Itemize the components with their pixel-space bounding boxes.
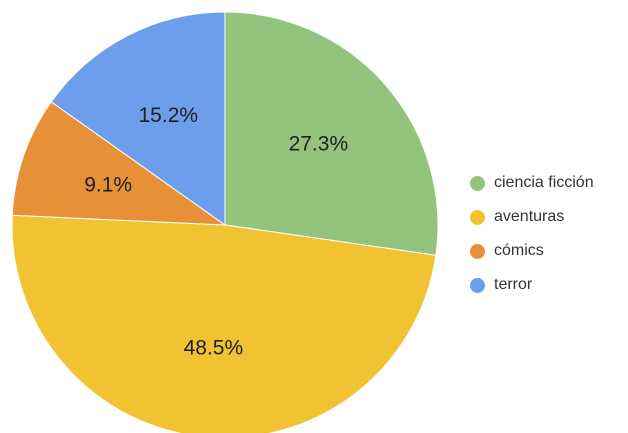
legend-item-ciencia-ficcion[interactable]: ciencia ficción [470, 166, 594, 200]
legend-swatch [470, 175, 485, 191]
legend-item-aventuras[interactable]: aventuras [470, 200, 594, 234]
legend-item-comics[interactable]: cómics [470, 234, 594, 268]
pie-slice-labels: 27.3% 48.5% 9.1% 15.2% [84, 104, 348, 360]
legend-item-terror[interactable]: terror [470, 268, 594, 302]
legend-label: aventuras [494, 208, 565, 225]
slice-value-label: 48.5% [184, 336, 244, 359]
pie-slice-ciencia-ficci-n[interactable] [224, 11, 439, 256]
pie-slice-aventuras[interactable] [11, 214, 437, 433]
legend-swatch [470, 209, 485, 225]
legend-label: ciencia ficción [494, 174, 594, 191]
pie-slice-terror[interactable] [50, 11, 226, 226]
pie-slices [11, 11, 439, 433]
pie-slice-c-mics[interactable] [11, 101, 227, 226]
legend-label: cómics [494, 242, 544, 259]
chart-legend: ciencia ficción aventuras cómics terror [470, 166, 594, 302]
legend-label: terror [494, 276, 533, 293]
legend-swatch [470, 277, 485, 293]
slice-value-label: 9.1% [84, 173, 132, 196]
slice-value-label: 27.3% [289, 133, 349, 156]
legend-swatch [470, 243, 485, 259]
slice-value-label: 15.2% [139, 104, 199, 127]
